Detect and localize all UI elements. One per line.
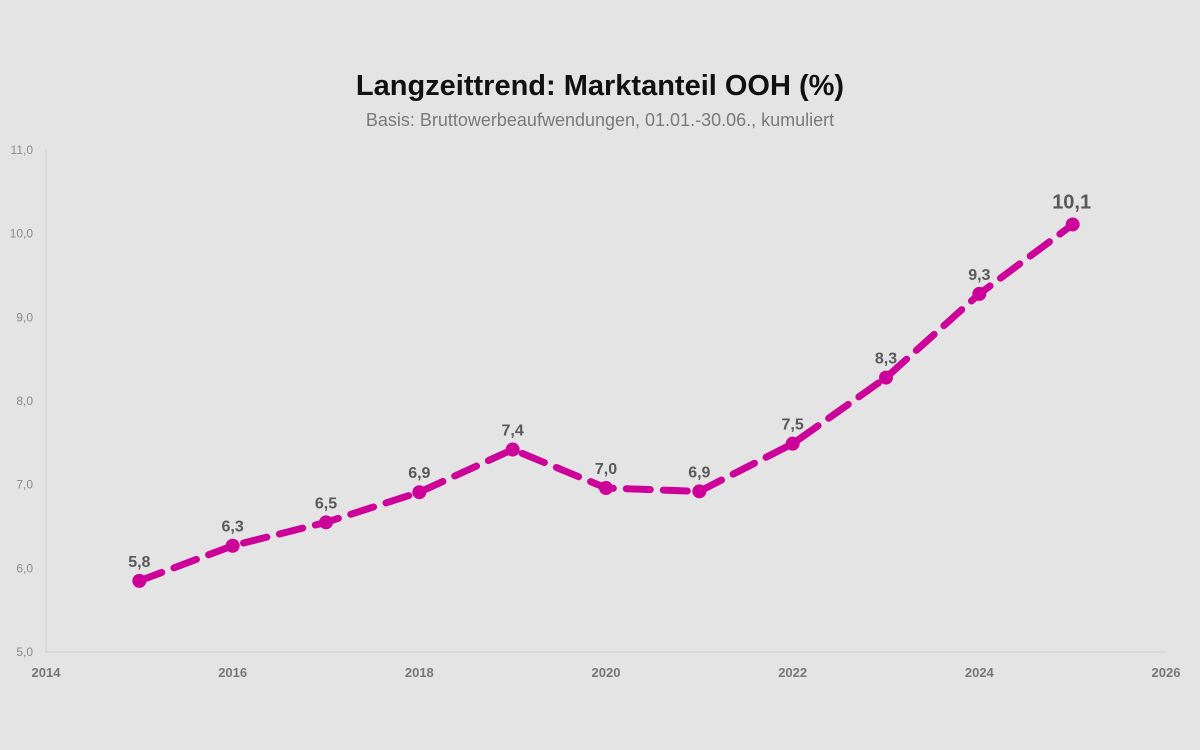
data-point bbox=[599, 481, 613, 496]
series-line bbox=[135, 221, 1077, 585]
chart-title: Langzeittrend: Marktanteil OOH (%) bbox=[355, 70, 845, 102]
data-points bbox=[132, 217, 1080, 588]
x-tick-label: 2018 bbox=[405, 665, 434, 680]
data-point bbox=[505, 442, 520, 457]
data-label: 8,3 bbox=[875, 351, 897, 368]
data-label: 6,9 bbox=[408, 465, 430, 482]
data-label: 6,9 bbox=[688, 464, 710, 481]
data-point bbox=[972, 286, 987, 301]
data-label: 9,3 bbox=[968, 267, 990, 284]
x-tick-label: 2016 bbox=[218, 665, 247, 680]
data-label: 6,5 bbox=[315, 495, 337, 512]
data-label: 7,0 bbox=[595, 461, 617, 478]
data-labels: 5,8 6,3 6,5 6,9 7,4 7,0 6,9 7,5 8,3 9,3 10,1 bbox=[128, 191, 1091, 570]
x-tick-label: 2024 bbox=[965, 665, 995, 680]
x-tick-label: 2026 bbox=[1152, 665, 1181, 680]
data-point bbox=[412, 485, 427, 500]
y-tick-label: 11,0 bbox=[11, 143, 34, 157]
data-point bbox=[132, 573, 147, 588]
data-label: 10,1 bbox=[1052, 191, 1091, 213]
y-tick-label: 10,0 bbox=[10, 227, 34, 241]
data-point bbox=[692, 484, 707, 499]
x-tick-label: 2022 bbox=[778, 665, 807, 680]
data-point bbox=[785, 436, 800, 451]
x-axis-ticks: 2014 2016 2018 2020 2022 2024 2026 bbox=[32, 665, 1181, 680]
data-label: 6,3 bbox=[222, 519, 244, 536]
data-point bbox=[879, 370, 893, 385]
data-label: 5,8 bbox=[128, 554, 150, 571]
y-tick-label: 8,0 bbox=[16, 394, 33, 408]
y-tick-label: 6,0 bbox=[16, 561, 33, 575]
y-tick-label: 5,0 bbox=[16, 645, 33, 659]
x-tick-label: 2020 bbox=[592, 665, 621, 680]
y-tick-label: 9,0 bbox=[16, 310, 33, 324]
data-label: 7,4 bbox=[502, 423, 524, 440]
y-tick-label: 7,0 bbox=[16, 478, 33, 492]
data-label: 7,5 bbox=[782, 417, 804, 434]
data-point bbox=[1065, 217, 1080, 232]
data-point bbox=[225, 538, 240, 553]
chart-subtitle: Basis: Bruttowerbeaufwendungen, 01.01.-3… bbox=[365, 110, 835, 130]
y-axis-ticks: 5,0 6,0 7,0 8,0 9,0 10,0 11,0 bbox=[10, 143, 34, 659]
data-point bbox=[319, 515, 333, 530]
x-tick-label: 2014 bbox=[32, 665, 62, 680]
